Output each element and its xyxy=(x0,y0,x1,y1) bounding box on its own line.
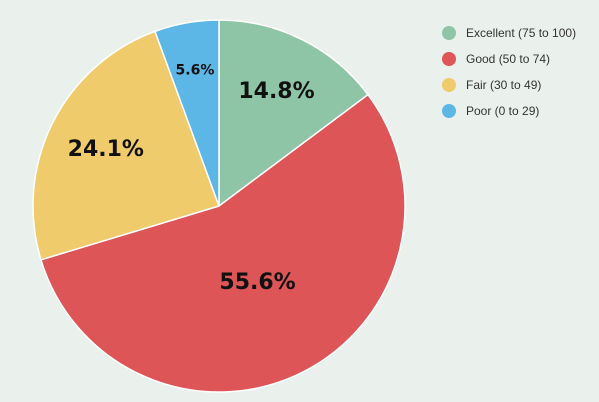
pie-slice-good xyxy=(40,93,406,393)
legend-swatch-fair xyxy=(442,78,456,92)
legend-item-poor: Poor (0 to 29) xyxy=(442,98,576,124)
slice-label-excellent: 14.8% xyxy=(238,79,314,104)
slice-label-poor: 5.6% xyxy=(176,62,215,78)
pie-slice-fair xyxy=(32,30,220,261)
legend-swatch-excellent xyxy=(442,26,456,40)
slice-label-good: 55.6% xyxy=(219,270,295,295)
legend-item-good: Good (50 to 74) xyxy=(442,46,576,72)
legend-swatch-good xyxy=(442,52,456,66)
legend-swatch-poor xyxy=(442,104,456,118)
slice-label-fair: 24.1% xyxy=(68,137,144,162)
legend-label-poor: Poor (0 to 29) xyxy=(466,104,540,118)
legend-item-excellent: Excellent (75 to 100) xyxy=(442,20,576,46)
pie-slice-poor xyxy=(153,19,220,207)
legend-label-good: Good (50 to 74) xyxy=(466,52,551,66)
legend: Excellent (75 to 100) Good (50 to 74) Fa… xyxy=(442,20,576,124)
legend-item-fair: Fair (30 to 49) xyxy=(442,72,576,98)
legend-label-fair: Fair (30 to 49) xyxy=(466,78,542,92)
legend-label-excellent: Excellent (75 to 100) xyxy=(466,26,577,40)
pie-slice-excellent xyxy=(218,19,370,208)
